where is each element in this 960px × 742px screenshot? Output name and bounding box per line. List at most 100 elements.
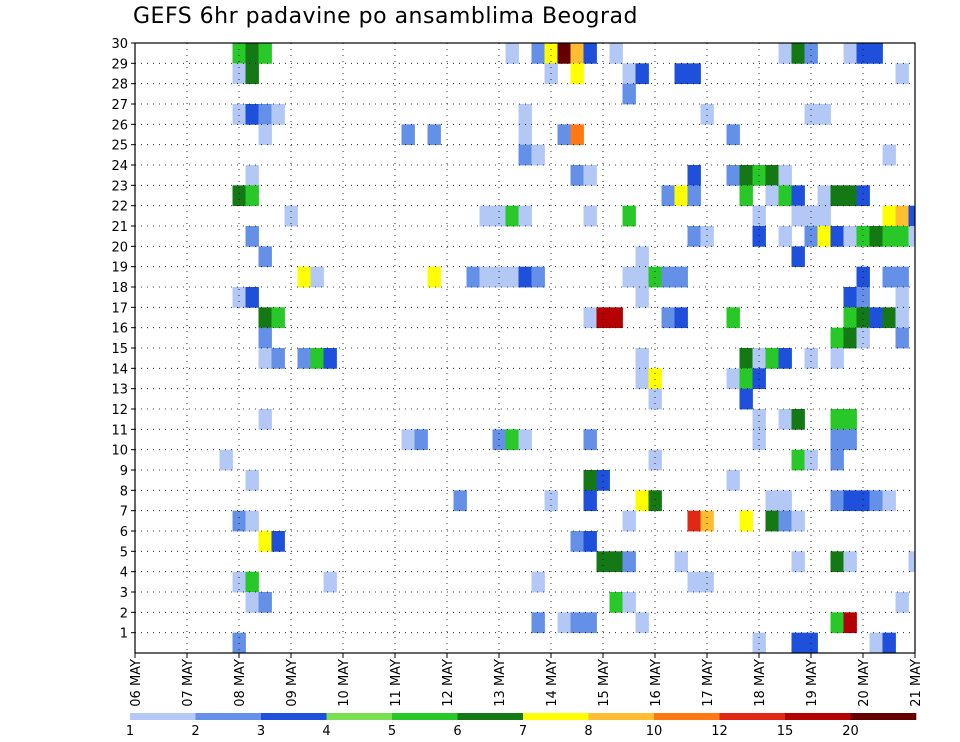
heatmap-cell: [882, 490, 896, 512]
heatmap-cell: [531, 144, 545, 166]
heatmap-cell: [752, 205, 766, 227]
heatmap-cell: [856, 185, 870, 207]
heatmap-cell: [635, 348, 649, 369]
heatmap-cell: [752, 409, 766, 430]
heatmap-cell: [908, 551, 915, 573]
heatmap-cell: [401, 429, 415, 451]
heatmap-cell: [648, 449, 662, 471]
heatmap-cell: [895, 266, 909, 288]
heatmap-cell: [843, 490, 857, 512]
x-tick-label: 11 MAY: [389, 659, 404, 707]
heatmap-cell: [674, 307, 688, 329]
heatmap-cell: [882, 205, 896, 227]
heatmap-cell: [752, 632, 766, 653]
heatmap-cells: [219, 43, 915, 653]
heatmap-cell: [544, 490, 558, 512]
y-tick-label: 3: [120, 586, 128, 601]
heatmap-cell: [622, 592, 636, 613]
colorbar-label: 2: [191, 724, 199, 739]
y-tick-label: 25: [111, 139, 128, 154]
heatmap-cell: [258, 348, 272, 369]
heatmap-cell: [609, 43, 623, 64]
y-tick-label: 19: [111, 261, 128, 276]
y-tick-label: 27: [111, 98, 128, 113]
x-tick-label: 14 MAY: [545, 659, 560, 707]
heatmap-cell: [739, 185, 753, 207]
y-tick-label: 13: [111, 383, 128, 398]
heatmap-cell: [700, 226, 714, 247]
heatmap-cell: [557, 124, 571, 146]
heatmap-cell: [401, 124, 415, 146]
heatmap-cell: [804, 632, 818, 653]
heatmap-cell: [258, 409, 272, 430]
heatmap-cell: [570, 124, 584, 146]
heatmap-cell: [518, 266, 532, 288]
y-tick-label: 16: [111, 322, 128, 337]
x-tick-label: 13 MAY: [493, 659, 508, 707]
heatmap-cell: [869, 490, 883, 512]
y-tick-label: 6: [120, 525, 128, 540]
heatmap-cell: [232, 104, 246, 125]
heatmap-cell: [609, 307, 623, 329]
heatmap-cell: [570, 531, 584, 552]
heatmap-cell: [258, 327, 272, 349]
heatmap-cell: [271, 104, 285, 125]
heatmap-cell: [622, 63, 636, 85]
heatmap-cell: [869, 307, 883, 329]
chart-title: GEFS 6hr padavine po ansamblima Beograd: [133, 4, 639, 29]
heatmap-cell: [791, 510, 805, 532]
heatmap-cell: [284, 205, 298, 227]
colorbar-label: 5: [388, 724, 396, 739]
y-tick-label: 23: [111, 179, 128, 194]
heatmap-cell: [778, 348, 792, 369]
x-axis-ticks: 06 MAY 07 MAY 08 MAY 09 MAY 10 MAY 11 MAY 12 M…: [129, 653, 924, 707]
heatmap-cell: [856, 287, 870, 308]
heatmap-cell: [518, 124, 532, 146]
heatmap-cell: [765, 185, 779, 207]
colorbar-label: 12: [711, 724, 728, 739]
y-tick-label: 9: [120, 464, 128, 479]
heatmap-cell: [726, 165, 740, 186]
heatmap-cell: [505, 205, 519, 227]
x-tick-label: 20 MAY: [857, 659, 872, 707]
y-tick-label: 29: [111, 57, 128, 72]
heatmap-cell: [856, 43, 870, 64]
heatmap-cell: [258, 43, 272, 64]
heatmap-cell: [531, 571, 545, 593]
heatmap-cell: [778, 43, 792, 64]
y-tick-label: 26: [111, 118, 128, 133]
colorbar-swatch: [719, 713, 786, 720]
heatmap-cell: [544, 43, 558, 64]
heatmap-cell: [570, 165, 584, 186]
heatmap-cell: [687, 226, 701, 247]
heatmap-cell: [505, 266, 519, 288]
heatmap-cell: [778, 226, 792, 247]
heatmap-cell: [843, 226, 857, 247]
heatmap-cell: [245, 185, 259, 207]
colorbar-label: 1: [126, 724, 134, 739]
heatmap-cell: [830, 226, 844, 247]
y-tick-label: 17: [111, 301, 128, 316]
y-tick-label: 15: [111, 342, 128, 357]
heatmap-cell: [531, 266, 545, 288]
heatmap-cell: [908, 226, 915, 247]
y-tick-label: 14: [111, 362, 128, 377]
heatmap-cell: [661, 307, 675, 329]
heatmap-cell: [778, 185, 792, 207]
heatmap-cell: [635, 287, 649, 308]
heatmap-cell: [765, 348, 779, 369]
heatmap-cell: [882, 307, 896, 329]
heatmap-cell: [843, 551, 857, 573]
heatmap-cell: [258, 592, 272, 613]
colorbar-label: 6: [453, 724, 461, 739]
colorbar-label: 8: [584, 724, 592, 739]
heatmap-cell: [622, 266, 636, 288]
heatmap-cell: [856, 490, 870, 512]
heatmap-cell: [596, 551, 610, 573]
heatmap-cell: [232, 185, 246, 207]
heatmap-cell: [895, 63, 909, 85]
heatmap-cell: [739, 510, 753, 532]
y-tick-label: 11: [111, 423, 128, 438]
heatmap-cell: [661, 185, 675, 207]
heatmap-cell: [830, 185, 844, 207]
